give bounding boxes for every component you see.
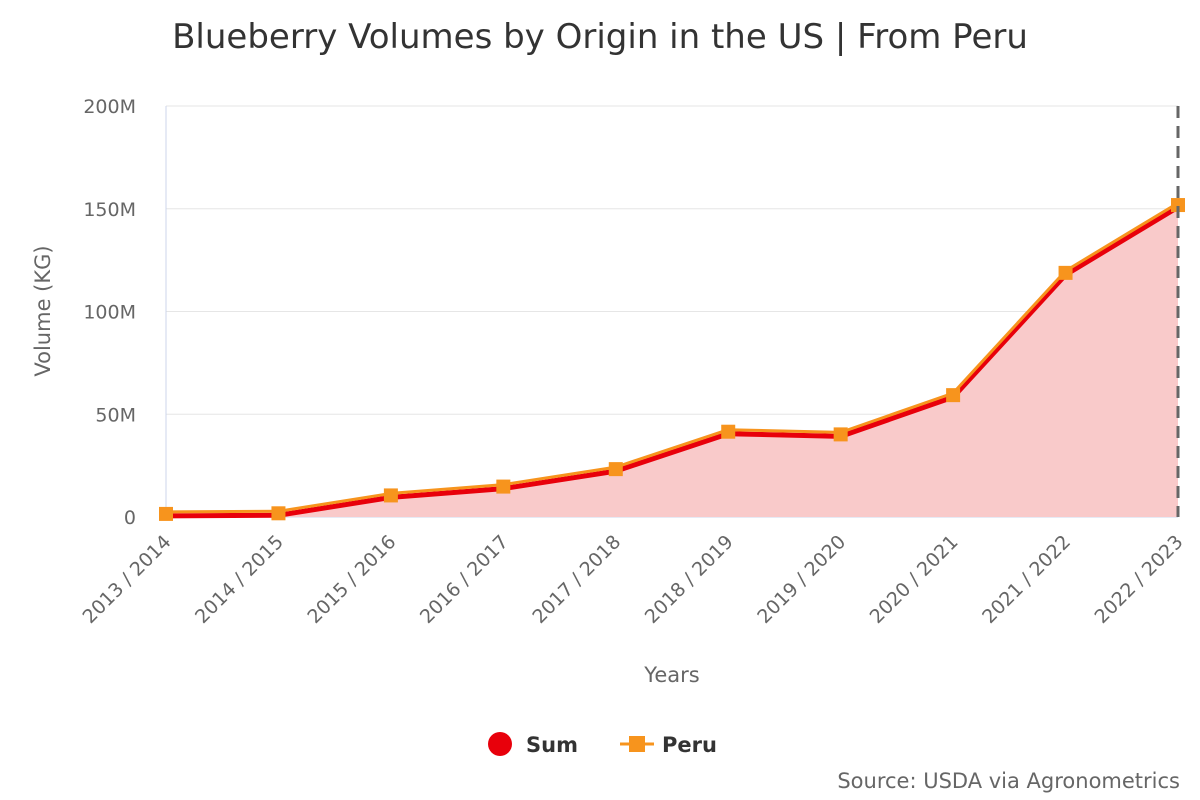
markers-peru	[159, 198, 1185, 521]
x-tick-label: 2016 / 2017	[416, 531, 513, 628]
peru-point-marker[interactable]	[946, 388, 961, 403]
peru-point-marker[interactable]	[608, 462, 623, 477]
y-tick-labels: 0 50M 100M 150M 200M	[83, 96, 136, 529]
y-axis-title: Volume (KG)	[31, 245, 55, 376]
peru-point-marker[interactable]	[721, 424, 736, 439]
y-tick-label: 150M	[83, 199, 136, 221]
peru-point-marker[interactable]	[496, 479, 511, 494]
line-sum	[165, 204, 1180, 519]
legend-item-peru[interactable]: Peru	[620, 733, 717, 757]
x-tick-label: 2017 / 2018	[528, 531, 625, 628]
x-tick-label: 2021 / 2022	[978, 531, 1075, 628]
legend-sum-marker	[488, 732, 512, 756]
y-tick-label: 100M	[83, 302, 136, 324]
x-axis-title: Years	[643, 663, 699, 687]
legend-peru-marker	[629, 736, 645, 752]
x-tick-label: 2019 / 2020	[753, 531, 850, 628]
source-credit: Source: USDA via Agronometrics	[837, 769, 1180, 793]
y-tick-label: 0	[124, 507, 136, 529]
area-sum	[166, 205, 1178, 517]
x-tick-label: 2015 / 2016	[303, 531, 400, 628]
peru-point-marker[interactable]	[271, 506, 286, 521]
x-tick-label: 2013 / 2014	[79, 531, 176, 628]
x-tick-label: 2018 / 2019	[641, 531, 738, 628]
y-tick-label: 50M	[95, 404, 136, 426]
chart-title: Blueberry Volumes by Origin in the US | …	[172, 17, 1028, 57]
legend-peru-label: Peru	[662, 733, 717, 757]
legend-item-sum[interactable]: Sum	[488, 732, 578, 757]
legend: Sum Peru	[488, 732, 717, 757]
peru-point-marker[interactable]	[1171, 198, 1185, 213]
peru-point-marker[interactable]	[159, 506, 173, 521]
peru-point-marker[interactable]	[383, 488, 398, 503]
line-peru	[165, 201, 1179, 514]
x-tick-label: 2020 / 2021	[866, 531, 963, 628]
peru-point-marker[interactable]	[1058, 265, 1073, 280]
x-tick-label: 2022 / 2023	[1091, 531, 1188, 628]
x-tick-label: 2014 / 2015	[191, 531, 288, 628]
peru-point-marker[interactable]	[833, 427, 848, 442]
y-tick-label: 200M	[83, 96, 136, 118]
x-tick-labels: 2013 / 2014 2014 / 2015 2015 / 2016 2016 / …	[79, 531, 1188, 628]
legend-sum-label: Sum	[526, 733, 578, 757]
